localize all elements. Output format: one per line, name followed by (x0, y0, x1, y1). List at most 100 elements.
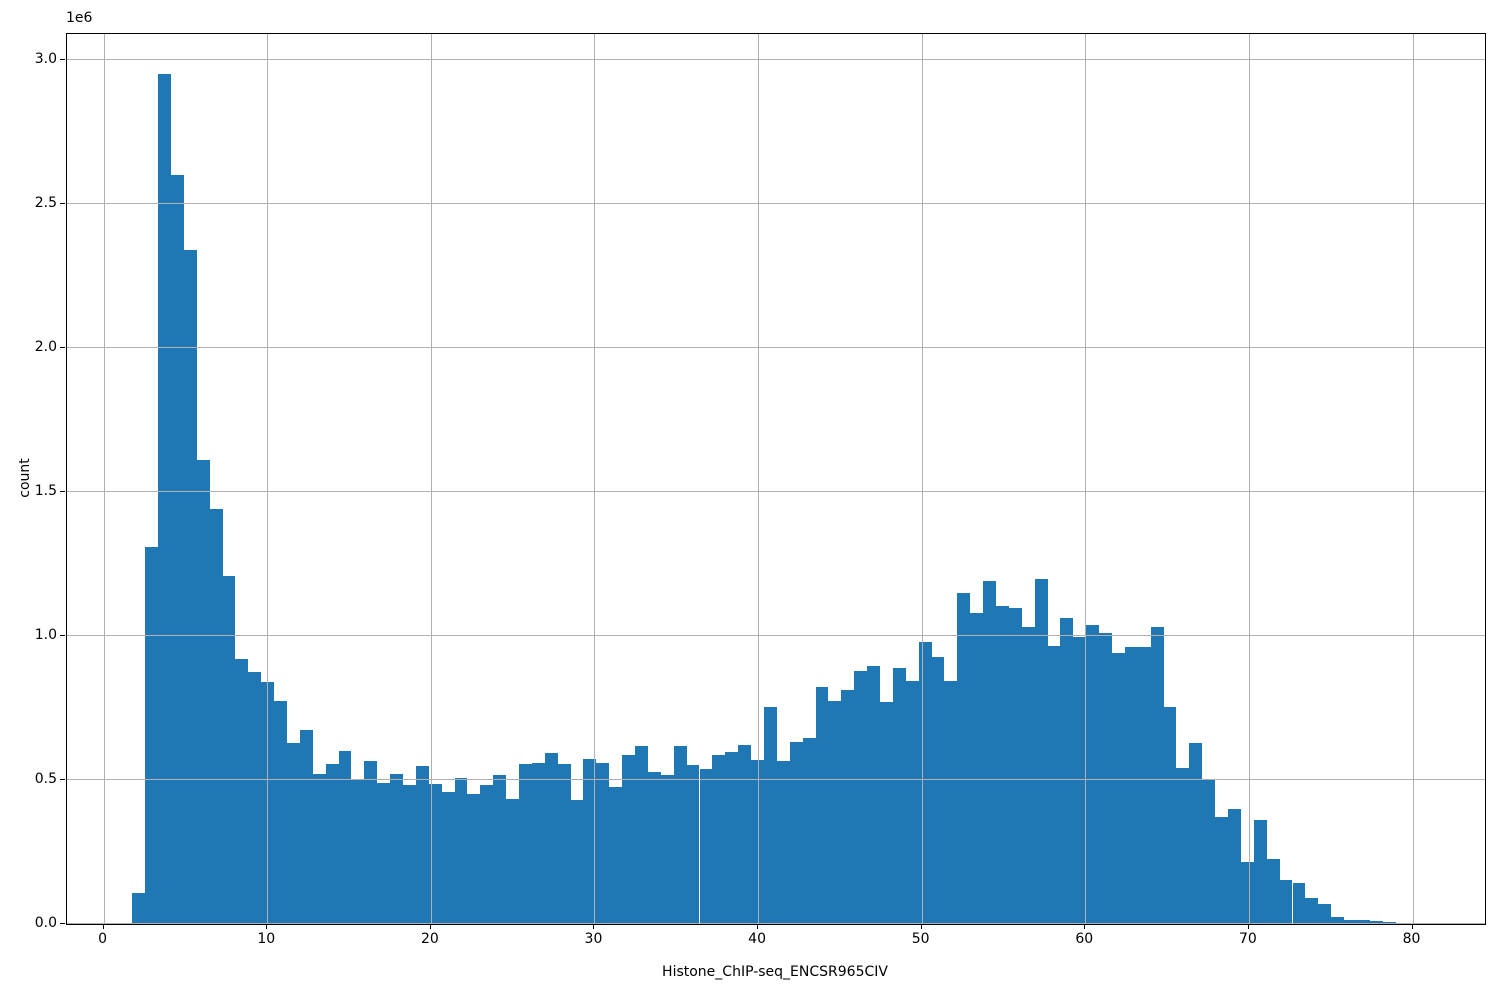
histogram-bar (1318, 904, 1332, 924)
histogram-bar (428, 784, 442, 924)
grid-line-horizontal (67, 58, 1485, 60)
histogram-bar (776, 760, 790, 924)
histogram-bar (544, 753, 558, 924)
histogram-bar (905, 680, 919, 924)
grid-line-vertical (594, 34, 596, 924)
grid-line-horizontal (67, 634, 1485, 636)
histogram-bar (1086, 625, 1100, 924)
x-tick-mark (1411, 924, 1413, 929)
histogram-bar (1279, 880, 1293, 924)
histogram-bar (983, 580, 996, 924)
histogram-bar (1266, 859, 1280, 924)
x-tick-label: 10 (257, 931, 276, 947)
y-tick-label: 2.0 (34, 338, 57, 355)
histogram-bar (286, 742, 300, 924)
histogram-bar (364, 761, 378, 924)
histogram-bar (325, 764, 339, 924)
x-tick-label: 30 (584, 931, 603, 947)
histogram-bar (712, 754, 726, 924)
histogram-bar (145, 546, 159, 924)
x-tick-label: 80 (1402, 931, 1421, 947)
plot-area (66, 33, 1486, 925)
histogram-bar (299, 729, 313, 924)
histogram-bar (441, 791, 455, 924)
histogram-bar (686, 765, 700, 924)
y-tick-mark (60, 346, 65, 348)
x-tick-label: 50 (911, 931, 930, 947)
histogram-bar (132, 893, 146, 924)
histogram-bar (158, 74, 171, 924)
histogram-bar (1228, 809, 1241, 924)
histogram-bar (673, 746, 687, 924)
histogram-bar (1344, 919, 1357, 924)
histogram-bar (196, 460, 210, 924)
histogram-bar (1305, 898, 1319, 924)
histogram-bar (1112, 652, 1125, 924)
histogram-bar (1150, 626, 1164, 924)
histogram-bar (274, 700, 287, 924)
histogram-bar (1060, 617, 1074, 924)
histogram-bar (1008, 608, 1022, 924)
x-tick-label: 0 (98, 931, 108, 947)
histogram-bar (1176, 767, 1190, 924)
histogram-bar (183, 250, 197, 924)
histogram-bar (1034, 578, 1048, 924)
histogram-bar (841, 689, 855, 924)
grid-line-vertical (921, 34, 923, 924)
grid-line-vertical (1085, 34, 1087, 924)
grid-line-horizontal (67, 202, 1485, 204)
x-tick-mark (920, 924, 922, 929)
histogram-bar (1356, 920, 1370, 924)
x-tick-mark (266, 924, 268, 929)
y-tick-mark (60, 490, 65, 492)
x-tick-label: 20 (420, 931, 439, 947)
y-tick-label: 1.0 (34, 626, 57, 643)
histogram-bar (1331, 916, 1345, 924)
histogram-bar (519, 763, 532, 924)
y-tick-label: 0.5 (34, 770, 57, 787)
histogram-bar (802, 738, 816, 924)
histogram-bar (1189, 742, 1203, 924)
histogram-bar (660, 775, 674, 924)
histogram-bar (170, 175, 184, 924)
histogram-bar (377, 782, 391, 924)
histogram-bar (1292, 882, 1306, 924)
histogram-bar (944, 680, 958, 924)
x-tick-mark (102, 924, 104, 929)
y-axis-offset-label: 1e6 (66, 10, 93, 26)
histogram-bar (1382, 921, 1396, 924)
y-tick-mark (60, 778, 65, 780)
y-tick-label: 0.0 (34, 915, 57, 931)
grid-line-vertical (1412, 34, 1414, 924)
histogram-bar (828, 700, 842, 924)
grid-line-horizontal (67, 923, 1485, 924)
histogram-bar (1215, 816, 1229, 924)
histogram-bar (970, 612, 984, 924)
grid-line-vertical (758, 34, 760, 924)
histogram-bar (622, 755, 636, 924)
x-tick-mark (1084, 924, 1086, 929)
histogram-bar (1073, 636, 1087, 924)
histogram-bar (312, 774, 326, 924)
histogram-bar (647, 771, 661, 924)
histogram-bar (506, 798, 519, 924)
grid-line-vertical (267, 34, 269, 924)
histogram-bar (1202, 780, 1216, 924)
y-tick-label: 3.0 (34, 50, 57, 67)
histogram-bar (609, 786, 623, 924)
x-tick-label: 70 (1238, 931, 1257, 947)
histogram-bar (854, 670, 868, 924)
y-tick-mark (60, 923, 65, 924)
histogram-bar (235, 659, 249, 924)
histogram-bar (931, 657, 945, 924)
histogram-bar (751, 759, 764, 924)
histogram-bar (1124, 646, 1138, 924)
histogram-bar (1047, 646, 1061, 924)
histogram-bar (1099, 633, 1112, 924)
histogram-bar (415, 765, 429, 924)
histogram-bar (1021, 626, 1035, 924)
x-axis-label: Histone_ChIP-seq_ENCSR965CIV (662, 964, 888, 980)
grid-line-horizontal (67, 346, 1485, 348)
histogram-bar (248, 671, 262, 924)
